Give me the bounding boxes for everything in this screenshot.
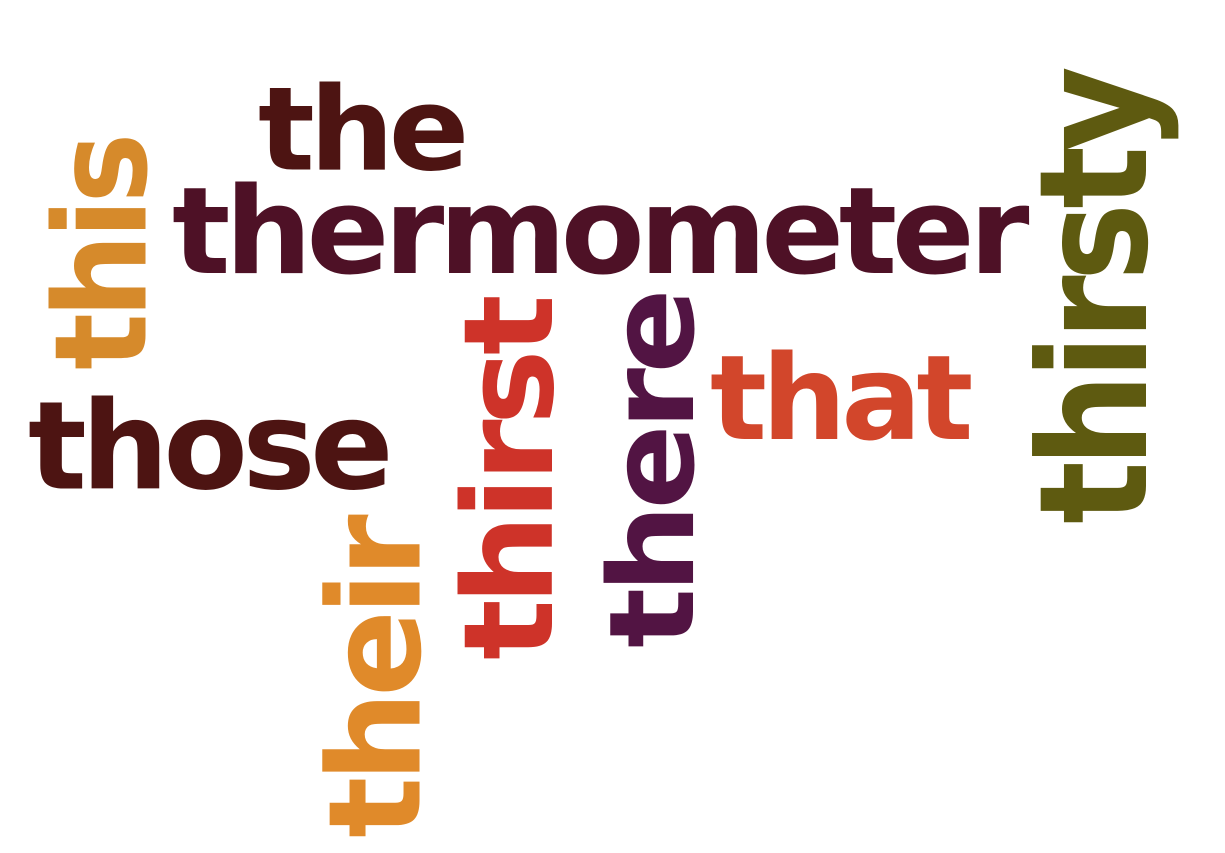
word-thermometer: thermometer xyxy=(172,161,1030,302)
word-thirst: thirst xyxy=(436,300,582,660)
word-that: that xyxy=(710,329,973,468)
word-their: their xyxy=(300,520,451,838)
word-there: there xyxy=(583,293,722,648)
word-this: this xyxy=(26,137,177,370)
word-thirsty: thirsty xyxy=(1006,72,1183,525)
word-the: the xyxy=(258,61,469,198)
word-those: those xyxy=(28,375,394,518)
